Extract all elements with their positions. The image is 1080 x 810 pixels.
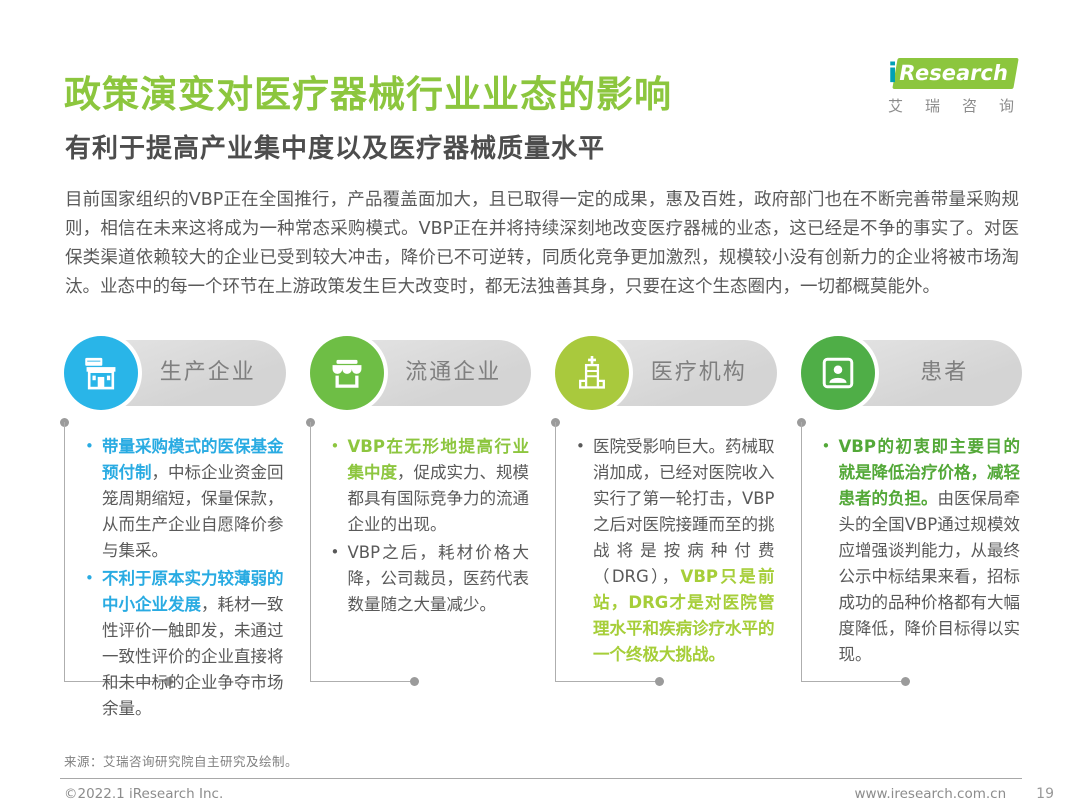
footer-divider <box>60 778 1022 779</box>
connector-dot <box>164 677 173 686</box>
column-panel: • 带量采购模式的医保基金预付制，中标企业资金回笼周期缩短，保量保款，从而生产企业… <box>60 418 286 718</box>
column-distributors: 流通企业 • VBP在无形地提高行业集中度，促成实力、规模都具有国际竞争力的流通企… <box>305 336 532 686</box>
logo-wordmark: Research <box>892 58 1020 89</box>
connector-dot <box>655 677 664 686</box>
bullet-item: • 医院受影响巨大。药械取消加成，已经对医院收入实行了第一轮打击，VBP之后对医院… <box>576 437 775 664</box>
hospital-icon <box>555 336 629 410</box>
bullet-item: • 带量采购模式的医保基金预付制，中标企业资金回笼周期缩短，保量保款，从而生产企业… <box>85 437 284 560</box>
logo-chinese-name: 艾瑞咨询 <box>888 97 1020 115</box>
bullet-item: • VBP之后，耗材价格大降，公司裁员，医药代表数量随之大量减少。 <box>330 543 530 614</box>
column-label: 流通企业 <box>405 360 502 385</box>
column-patients: 患者 • VBP的初衷即主要目的就是降低治疗价格，减轻患者的负担。由医保局牵头的全… <box>796 336 1023 686</box>
connector-line <box>309 681 413 682</box>
connector-dot <box>409 677 419 686</box>
pharmacy-store-icon <box>64 336 138 410</box>
connector-line <box>64 681 167 682</box>
column-label: 患者 <box>920 360 969 385</box>
column-header-manufacturers: 生产企业 <box>64 336 286 412</box>
source-note: 来源：艾瑞咨询研究院自主研究及绘制。 <box>64 754 299 769</box>
bullet-item: • 不利于原本实力较薄弱的中小企业发展，耗材一致性评价一触即发，未通过一致性评价的… <box>85 569 284 718</box>
connector-line <box>555 681 658 682</box>
impact-columns: 生产企业 • 带量采购模式的医保基金预付制，中标企业资金回笼周期缩短，保量保款，从… <box>60 336 1023 718</box>
copyright-text: ©2022.1 iResearch Inc. <box>64 786 224 802</box>
bullet-item: • VBP在无形地提高行业集中度，促成实力、规模都具有国际竞争力的流通企业的出现。 <box>330 437 530 534</box>
footer: ©2022.1 iResearch Inc. www.iresearch.com… <box>64 786 1054 802</box>
page-number: 19 <box>1036 786 1054 802</box>
iresearch-logo: i Research 艾瑞咨询 <box>888 58 1020 116</box>
patient-icon <box>800 336 875 410</box>
column-label: 生产企业 <box>159 360 256 385</box>
connector-line <box>309 422 311 682</box>
column-header-patients: 患者 <box>800 336 1022 412</box>
bullet-item: • VBP的初衷即主要目的就是降低治疗价格，减轻患者的负担。由医保局牵头的全国VB… <box>821 437 1021 664</box>
connector-line <box>800 422 802 682</box>
connector-line <box>800 681 904 682</box>
column-panel: • 医院受影响巨大。药械取消加成，已经对医院收入实行了第一轮打击，VBP之后对医院… <box>551 418 777 686</box>
column-header-distributors: 流通企业 <box>309 336 531 412</box>
column-manufacturers: 生产企业 • 带量采购模式的医保基金预付制，中标企业资金回笼周期缩短，保量保款，从… <box>60 336 286 718</box>
connector-line <box>555 422 556 682</box>
bullet-list: • VBP的初衷即主要目的就是降低治疗价格，减轻患者的负担。由医保局牵头的全国VB… <box>820 434 1021 668</box>
bullet-list: • 带量采购模式的医保基金预付制，中标企业资金回笼周期缩短，保量保款，从而生产企业… <box>83 434 284 722</box>
column-panel: • VBP的初衷即主要目的就是降低治疗价格，减轻患者的负担。由医保局牵头的全国VB… <box>796 418 1023 686</box>
page-subtitle: 有利于提高产业集中度以及医疗器械质量水平 <box>65 134 606 164</box>
page-title: 政策演变对医疗器械行业业态的影响 <box>64 73 672 116</box>
storefront-icon <box>309 336 384 410</box>
column-header-hospitals: 医疗机构 <box>555 336 777 412</box>
column-label: 医疗机构 <box>650 360 747 385</box>
logo-i-letter: i <box>888 58 898 89</box>
bullet-list: • 医院受影响巨大。药械取消加成，已经对医院收入实行了第一轮打击，VBP之后对医院… <box>574 434 775 668</box>
column-hospitals: 医疗机构 • 医院受影响巨大。药械取消加成，已经对医院收入实行了第一轮打击，VBP… <box>551 336 777 686</box>
column-panel: • VBP在无形地提高行业集中度，促成实力、规模都具有国际竞争力的流通企业的出现。… <box>305 418 532 686</box>
connector-line <box>64 422 65 682</box>
website-link[interactable]: www.iresearch.com.cn <box>854 786 1007 802</box>
connector-dot <box>900 677 910 686</box>
bullet-list: • VBP在无形地提高行业集中度，促成实力、规模都具有国际竞争力的流通企业的出现。… <box>329 434 530 618</box>
intro-paragraph: 目前国家组织的VBP正在全国推行，产品覆盖面加大，且已取得一定的成果，惠及百姓，… <box>65 190 1019 297</box>
